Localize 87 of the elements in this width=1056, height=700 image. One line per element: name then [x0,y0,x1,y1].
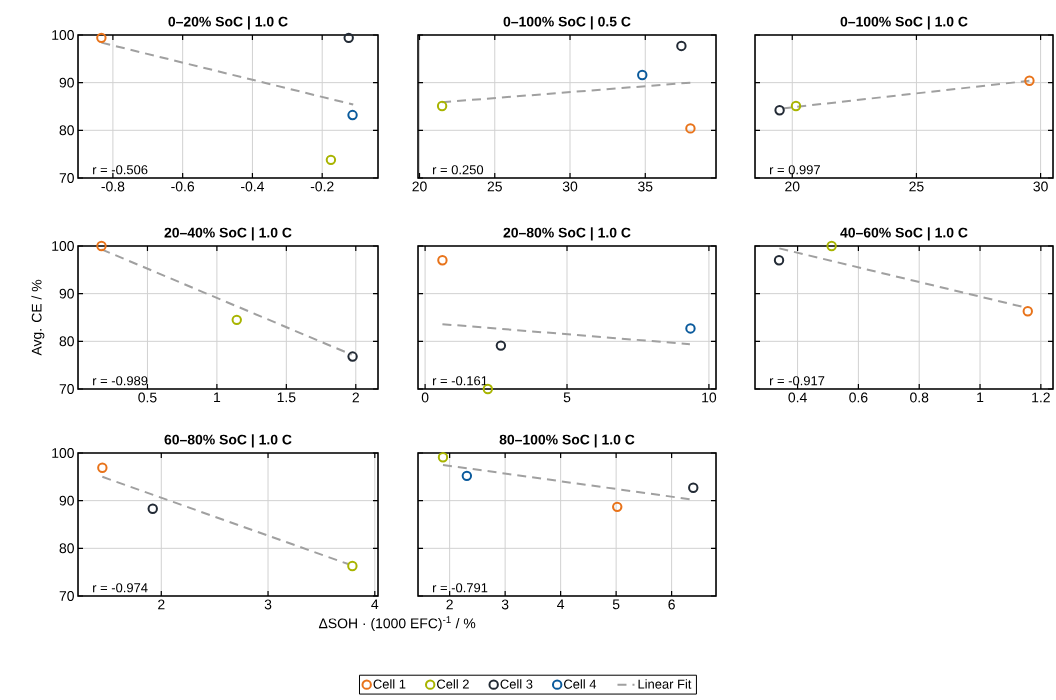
annotation: r = 0.250 [432,165,484,175]
chart-title: 20–80% SoC | 1.0 C [503,227,631,241]
point [436,100,448,112]
x-tick-label: 10 [702,392,717,403]
x-tick-label: 1.5 [277,392,296,403]
annotation: r = -0.791 [432,583,488,593]
y-tick-label: 100 [52,241,74,251]
x-tick-label: 1 [977,392,984,403]
annotation: r = -0.917 [769,376,825,386]
x-tick-label: 5 [563,392,571,403]
point [231,314,242,326]
y-tick-label: 90 [59,495,74,506]
x-tick-label: 6 [668,599,675,610]
y-tick-label: 90 [59,288,74,299]
chart-title: 0–100% SoC | 0.5 C [503,16,631,30]
legend-label: Cell 2 [437,679,469,689]
x-tick-label: 20 [412,181,427,192]
point [685,123,696,134]
x-tick-label: 3 [501,599,509,610]
chart-title: 80–100% SoC | 1.0 C [499,434,635,448]
y-tick-label: 80 [59,125,74,136]
x-tick-label: -0.4 [241,181,265,192]
x-tick-label: 0.5 [138,392,157,403]
annotation: r = -0.989 [93,376,148,386]
point [347,351,358,362]
point [147,503,158,514]
x-tick-label: -0.6 [171,181,195,192]
x-tick-label: 1.2 [1032,392,1050,403]
legend-label: Cell 3 [500,679,533,689]
x-tick-label: 2 [446,599,453,610]
point [343,32,354,44]
point [612,501,623,513]
x-tick-label: 1 [214,392,221,403]
chart-title: 20–40% SoC | 1.0 C [164,227,292,241]
x-tick-label: 35 [638,181,653,192]
point [347,109,358,121]
x-tick-label: 25 [909,181,924,192]
point [685,323,696,334]
point [96,32,107,44]
y-tick-label: 70 [59,173,74,183]
point [437,255,448,266]
x-tick-label: 2 [158,599,165,610]
y-axis-title: Avg. CE / % [31,279,45,356]
x-tick-label: 20 [785,181,800,192]
x-tick-label: 25 [487,181,502,192]
x-tick-label: 4 [371,599,379,610]
annotation: r = 0.997 [769,165,820,175]
annotation: r = -0.506 [93,165,148,175]
point [325,154,337,166]
y-tick-label: 100 [52,448,74,458]
x-tick-label: 0.8 [910,392,929,403]
point [96,240,107,252]
point [637,69,648,81]
x-tick-label: 0.6 [849,392,868,403]
point [676,40,687,52]
point [347,560,358,572]
x-tick-label: 0.4 [788,392,807,403]
legend-label: Cell 4 [564,679,597,689]
y-tick-label: 80 [59,336,74,347]
x-axis-title: ΔSOH · (1000 EFC)$^{-1}$ / % [318,616,476,632]
x-tick-label: 3 [264,599,272,610]
point [97,462,108,473]
x-tick-label: 5 [612,599,620,610]
y-tick-label: 70 [59,384,74,394]
annotation: r = -0.161 [432,376,488,386]
legend-label: Cell 1 [373,679,406,689]
legend-label: Linear Fit [638,679,692,689]
point [461,470,473,482]
x-tick-label: 0 [421,392,429,403]
chart-title: 0–20% SoC | 1.0 C [168,16,288,30]
y-tick-label: 90 [59,77,74,88]
x-tick-label: 30 [562,181,578,192]
point [437,452,449,463]
y-tick-label: 70 [59,591,74,601]
annotation: r = -0.974 [93,583,148,593]
x-tick-label: 4 [557,599,565,610]
x-tick-label: 30 [1033,181,1048,192]
x-tick-label: 2 [352,392,359,403]
chart-title: 0–100% SoC | 1.0 C [840,16,968,30]
y-tick-label: 80 [59,543,74,554]
y-tick-label: 100 [52,30,74,40]
chart-title: 60–80% SoC | 1.0 C [164,434,292,448]
x-tick-label: -0.8 [101,181,125,192]
point [495,340,507,351]
x-tick-label: -0.2 [310,181,334,192]
chart-title: 40–60% SoC | 1.0 C [840,227,968,241]
point [688,482,699,493]
